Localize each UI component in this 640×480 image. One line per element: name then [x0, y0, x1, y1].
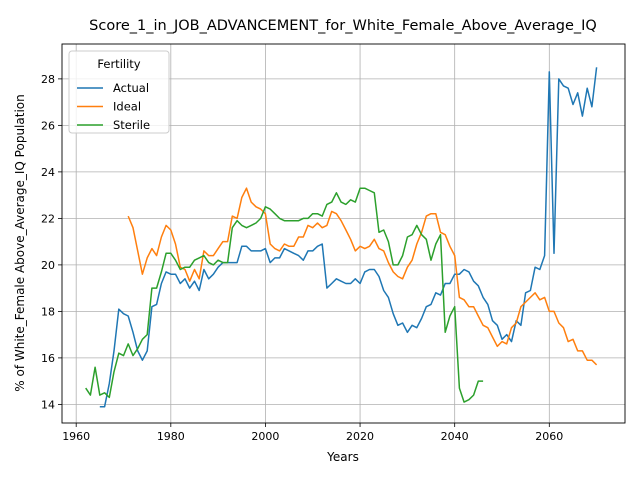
- legend-label-sterile: Sterile: [113, 118, 150, 132]
- series-line-sterile: [85, 187, 484, 403]
- y-tick-label: 28: [41, 73, 55, 86]
- y-tick-label: 20: [41, 259, 55, 272]
- y-tick-label: 16: [41, 352, 55, 365]
- legend-label-ideal: Ideal: [113, 100, 141, 114]
- x-tick-label: 1980: [157, 430, 185, 443]
- y-tick-label: 14: [41, 398, 55, 411]
- x-tick-label: 2040: [441, 430, 469, 443]
- series-lines: [85, 67, 598, 408]
- x-tick-label: 1960: [62, 430, 90, 443]
- legend-label-actual: Actual: [113, 81, 149, 95]
- x-axis-ticks: 1960 1980 2000 2020 2040 2060: [62, 423, 563, 443]
- y-tick-label: 24: [41, 166, 55, 179]
- chart-title: Score_1_in_JOB_ADVANCEMENT_for_White_Fem…: [89, 18, 597, 34]
- x-tick-label: 2060: [535, 430, 563, 443]
- y-tick-label: 26: [41, 119, 55, 132]
- y-axis-label: % of White_Female Above_Average_IQ Popul…: [13, 94, 27, 391]
- y-tick-label: 22: [41, 212, 55, 225]
- plot-frame: [61, 43, 626, 424]
- grid-lines: [62, 44, 625, 423]
- y-tick-label: 18: [41, 305, 55, 318]
- y-axis-ticks: 14 16 18 20 22 24 26 28: [41, 73, 62, 411]
- series-line-actual: [99, 67, 598, 408]
- legend: Fertility Actual Ideal Sterile: [68, 50, 170, 134]
- legend-title: Fertility: [97, 57, 140, 71]
- x-tick-label: 2020: [346, 430, 374, 443]
- legend-box: [68, 50, 170, 134]
- x-tick-label: 2000: [251, 430, 279, 443]
- x-axis-label: Years: [326, 450, 359, 464]
- series-line-ideal: [127, 187, 598, 366]
